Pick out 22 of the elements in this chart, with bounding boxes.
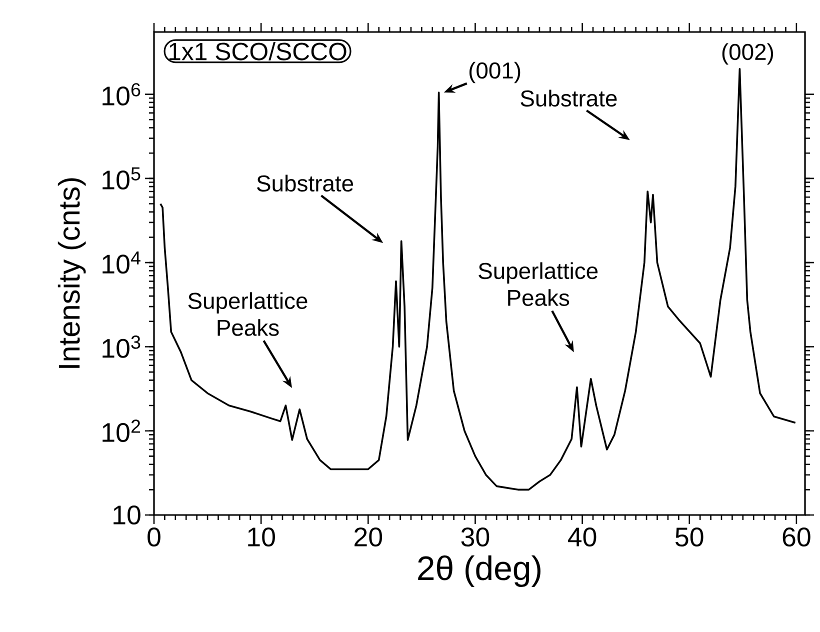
y-tick-label: 10$^{3}$ (102, 336, 140, 358)
annotation: (001) (469, 62, 520, 84)
x-tick-label: 30 (461, 527, 490, 547)
x-tick-label: 10 (248, 527, 275, 547)
x-tick-label: 0 (148, 527, 160, 547)
annotation: 1x1 SCO/SCCO (169, 42, 346, 60)
annotation: Superlattice Peaks (188, 292, 308, 336)
y-axis-title: Intensity (cnts) (58, 178, 86, 368)
x-tick-label: 40 (568, 527, 596, 547)
annotation: (002) (722, 43, 774, 65)
y-tick-label: 10$^{2}$ (102, 420, 140, 442)
x-tick-label: 60 (782, 527, 810, 547)
annotation: Superlattice Peaks (478, 262, 598, 306)
y-tick-label: 10 (114, 505, 140, 525)
y-tick-label: 10$^{6}$ (102, 83, 140, 106)
y-tick-label: 10$^{5}$ (102, 167, 140, 190)
x-tick-label: 50 (675, 527, 704, 547)
x-axis-title: 2θ (deg) (418, 555, 540, 587)
annotation: Substrate (257, 174, 354, 192)
x-tick-label: 20 (354, 527, 382, 547)
y-tick-label: 10$^{4}$ (102, 251, 140, 274)
annotation: Substrate (520, 90, 617, 107)
